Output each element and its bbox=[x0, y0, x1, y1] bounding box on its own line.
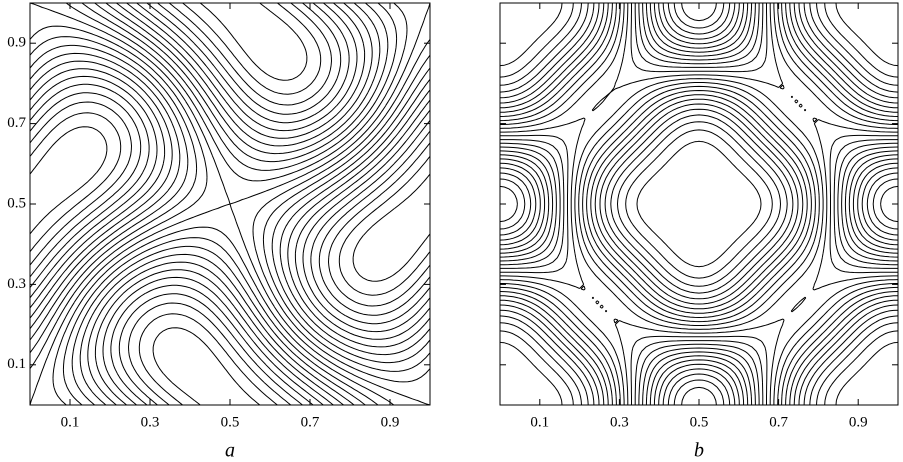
x-tick-label: 0.3 bbox=[610, 414, 629, 430]
contour-lines bbox=[29, 2, 431, 406]
x-tick-label: 0.9 bbox=[849, 414, 868, 430]
y-tick-label: 0.9 bbox=[7, 35, 26, 51]
contour-lines bbox=[499, 2, 899, 406]
x-tick-label: 0.7 bbox=[301, 414, 320, 430]
y-tick-label: 0.3 bbox=[7, 276, 26, 292]
x-tick-label: 0.9 bbox=[381, 414, 400, 430]
x-tick-label: 0.7 bbox=[769, 414, 788, 430]
x-tick-label: 0.3 bbox=[141, 414, 160, 430]
y-tick-label: 0.1 bbox=[7, 356, 26, 372]
x-tick-label: 0.1 bbox=[530, 414, 549, 430]
panel-label: a bbox=[225, 440, 235, 462]
panel-label: b bbox=[694, 440, 704, 462]
x-tick-label: 0.5 bbox=[221, 414, 240, 430]
x-tick-label: 0.5 bbox=[690, 414, 709, 430]
y-tick-label: 0.7 bbox=[7, 115, 26, 131]
x-tick-label: 0.1 bbox=[61, 414, 80, 430]
y-tick-label: 0.5 bbox=[7, 195, 26, 211]
